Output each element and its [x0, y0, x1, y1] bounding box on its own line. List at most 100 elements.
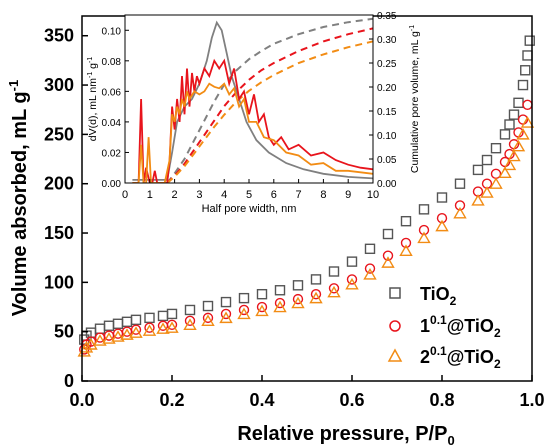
legend-label-tio2-sub: 2	[450, 294, 457, 308]
data-point-circle	[130, 324, 142, 335]
data-point-square	[436, 192, 448, 203]
legend-marker-circle	[389, 320, 401, 332]
main-y-tick-label: 350	[44, 26, 74, 46]
inset-x-tick-label: 5	[246, 189, 252, 201]
main-y-axis-label: Volume absorbed, mL g-1	[6, 80, 31, 316]
data-point-circle	[364, 263, 376, 274]
legend-item-2-tio2: 20.1@TiO2	[387, 344, 501, 371]
inset-x-axis-label-main: Half pore width, nm	[202, 203, 297, 215]
data-point-circle	[418, 224, 430, 236]
main-series-circle	[79, 99, 533, 355]
main-x-axis-label: Relative pressure, P/P0	[237, 423, 454, 448]
data-point-circle	[274, 297, 286, 309]
data-point-square	[400, 215, 412, 227]
main-y-axis-label-sup: -1	[6, 80, 21, 92]
main-y-tick-label: 200	[44, 174, 74, 194]
data-point-circle	[328, 283, 340, 294]
data-point-square	[490, 142, 502, 154]
inset-y-left-mid: g	[87, 63, 99, 72]
data-point-square	[504, 119, 515, 130]
pore-size-distribution-line	[132, 20, 373, 181]
data-point-circle	[522, 99, 533, 110]
main-y-tick-label: 100	[44, 272, 74, 292]
data-point-triangle	[273, 300, 287, 313]
inset-y-left-tick-label: 0.02	[102, 148, 122, 159]
inset-series-group	[132, 17, 373, 183]
data-point-triangle	[237, 307, 251, 320]
inset-y-right-tick-label: 0.10	[377, 131, 397, 142]
data-point-square	[157, 310, 169, 322]
data-point-square	[524, 35, 535, 46]
data-point-triangle	[93, 334, 107, 346]
data-point-circle	[292, 293, 304, 305]
data-point-triangle	[489, 177, 503, 189]
data-point-circle	[144, 322, 155, 333]
inset-y-right-tick-label: 0.35	[377, 11, 397, 22]
inset-x-tick-label: 8	[320, 189, 326, 201]
inset-x-axis-label: Half pore width, nm	[202, 203, 297, 215]
main-x-tick-label: 0.8	[429, 390, 454, 410]
data-point-square	[517, 79, 529, 91]
inset-y-axis-label-right: Cumulative pore volume, mL g-1	[409, 25, 421, 173]
legend-label-2-suffix: @TiO	[447, 347, 494, 367]
data-point-triangle	[453, 206, 467, 219]
main-x-axis-label-sub: 0	[447, 433, 454, 448]
main-y-tick-label: 300	[44, 75, 74, 95]
data-point-square	[144, 312, 155, 324]
legend-item-1-tio2: 10.1@TiO2	[389, 313, 501, 340]
main-y-ticks: 0 50 100 150 200 250 300 350	[44, 26, 88, 391]
inset-y-right-tick-label: 0.00	[377, 179, 397, 190]
inset-y-right-tick-label: 0.15	[377, 107, 397, 118]
data-point-triangle	[502, 158, 517, 171]
data-point-triangle	[363, 268, 377, 280]
data-point-circle	[166, 319, 178, 330]
legend-marker-triangle	[387, 348, 403, 362]
data-point-triangle	[345, 277, 359, 290]
main-series-group	[77, 35, 535, 357]
main-x-tick-label: 1.0	[519, 390, 544, 410]
data-point-triangle	[201, 314, 215, 327]
data-point-square	[454, 178, 466, 189]
data-point-triangle	[255, 304, 269, 317]
legend-label-tio2: TiO2	[420, 284, 457, 308]
data-point-square	[382, 228, 394, 240]
data-point-circle	[220, 308, 232, 320]
data-point-square	[274, 285, 286, 296]
data-point-circle	[256, 301, 268, 313]
cumulative-volume-line-dashed	[166, 40, 373, 183]
data-point-triangle	[84, 338, 98, 350]
inset-y-right-main: Cumulative pore volume, mL g	[409, 31, 421, 173]
main-x-ticks: 0.0 0.2 0.4 0.6 0.8 1.0	[69, 375, 545, 410]
main-y-tick-label: 250	[44, 124, 74, 144]
data-point-circle	[400, 237, 412, 249]
data-point-circle	[382, 250, 394, 261]
inset-x-ticks: 0 1 2 3 4 5 6 7 8 9 10	[122, 179, 379, 201]
data-point-square	[220, 296, 232, 308]
inset-x-tick-label: 0	[122, 189, 128, 201]
data-point-triangle	[79, 341, 94, 353]
data-point-triangle	[291, 296, 305, 309]
inset-y-right-tick-label: 0.30	[377, 35, 397, 46]
legend-label-tio2-main: TiO	[420, 284, 450, 304]
inset-y-left-tick-label: 0.10	[102, 26, 122, 37]
data-point-triangle	[516, 127, 530, 140]
inset-x-tick-label: 3	[196, 189, 202, 201]
data-point-triangle	[498, 166, 512, 179]
data-point-triangle	[511, 139, 526, 152]
data-point-square	[166, 308, 178, 320]
legend-label-2-tio2: 20.1@TiO2	[420, 344, 501, 371]
data-point-triangle	[156, 322, 170, 334]
data-point-triangle	[381, 256, 395, 268]
main-plot-area: 0.0 0.2 0.4 0.6 0.8 1.0 050100150200250300350…	[6, 15, 545, 448]
main-y-axis-label-main: Volume absorbed, mL g	[9, 91, 31, 316]
data-point-square	[472, 164, 484, 176]
data-point-triangle	[399, 244, 413, 256]
data-point-square	[481, 154, 493, 166]
data-point-square	[202, 300, 214, 312]
data-point-triangle	[520, 116, 535, 128]
data-point-triangle	[327, 285, 341, 298]
legend-label-2-main: 2	[420, 347, 430, 367]
legend-label-1-tio2: 10.1@TiO2	[420, 313, 501, 340]
data-point-triangle	[102, 332, 116, 344]
